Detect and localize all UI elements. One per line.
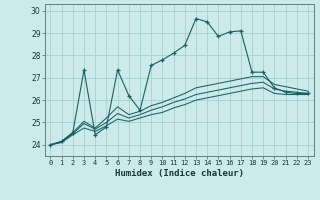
X-axis label: Humidex (Indice chaleur): Humidex (Indice chaleur) bbox=[115, 169, 244, 178]
